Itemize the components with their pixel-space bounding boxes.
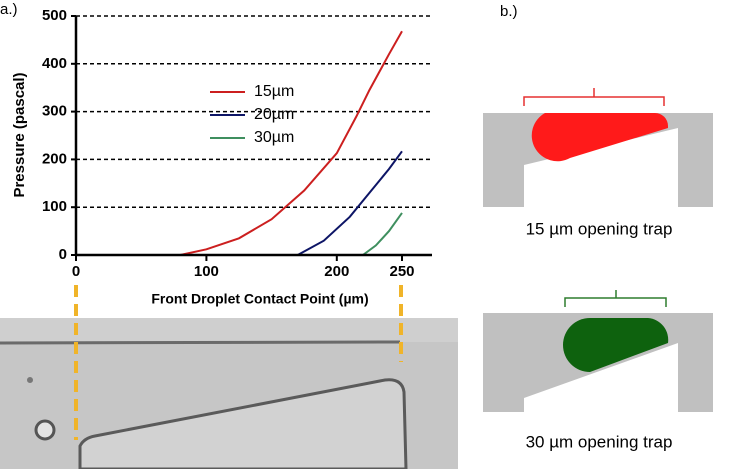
y-tick-label: 100 bbox=[42, 198, 67, 215]
x-tick-label: 0 bbox=[72, 263, 80, 280]
legend-label: 15µm bbox=[254, 83, 294, 100]
x-tick-label: 200 bbox=[324, 263, 349, 280]
y-tick-label: 500 bbox=[42, 7, 67, 24]
series-line bbox=[141, 30, 403, 256]
y-tick-label: 200 bbox=[42, 150, 67, 167]
panel-label: b.) bbox=[500, 3, 518, 20]
x-axis-label: Front Droplet Contact Point (µm) bbox=[151, 291, 368, 307]
x-tick-label: 100 bbox=[194, 263, 219, 280]
y-tick-label: 400 bbox=[42, 55, 67, 72]
y-tick-label: 300 bbox=[42, 103, 67, 120]
series-line bbox=[141, 150, 403, 256]
trap-diagram bbox=[483, 88, 713, 412]
legend-label: 30µm bbox=[254, 129, 294, 146]
diagram-caption: 15 µm opening trap bbox=[526, 219, 673, 238]
y-axis-label: Pressure (pascal) bbox=[11, 72, 28, 197]
panel-label: a.) bbox=[0, 1, 18, 18]
legend-label: 20µm bbox=[254, 106, 294, 123]
y-tick-label: 0 bbox=[59, 246, 67, 263]
diagram-caption: 30 µm opening trap bbox=[526, 432, 673, 451]
x-tick-label: 250 bbox=[389, 263, 414, 280]
micrograph bbox=[0, 318, 458, 469]
